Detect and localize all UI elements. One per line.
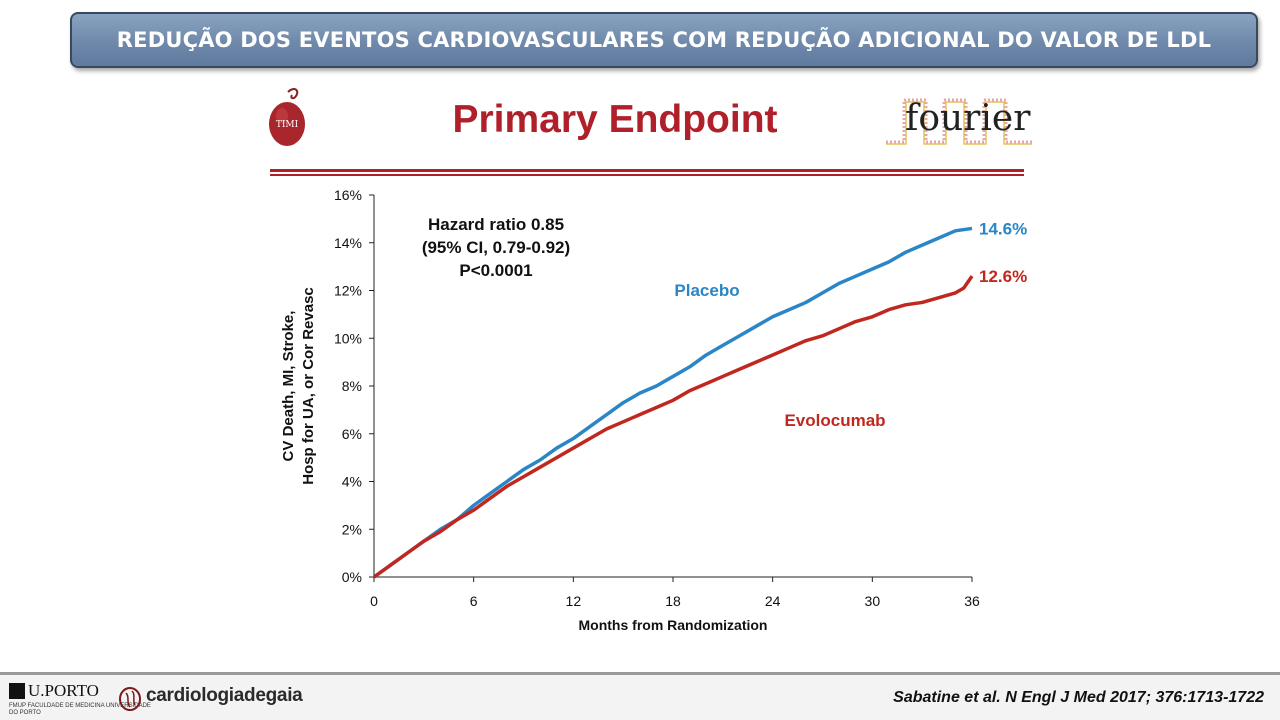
y-tick-label: 4%	[342, 474, 362, 490]
series-label-placebo: Placebo	[674, 281, 739, 300]
uporto-logo-text: U.PORTO	[28, 681, 99, 700]
timi-logo-text: TIMI	[276, 120, 299, 130]
x-tick-label: 36	[964, 593, 980, 609]
faculty-label: FMUP FACULDADE DE MEDICINA UNIVERSIDADE …	[9, 703, 151, 716]
y-tick-label: 10%	[334, 330, 362, 346]
series-end-label-placebo: 14.6%	[979, 219, 1027, 238]
title-banner: REDUÇÃO DOS EVENTOS CARDIOVASCULARES COM…	[70, 12, 1258, 68]
hazard-ratio-annotation: (95% CI, 0.79-0.92)	[422, 238, 570, 257]
x-axis-label: Months from Randomization	[579, 617, 768, 633]
y-tick-label: 6%	[342, 426, 362, 442]
hazard-ratio-annotation: Hazard ratio 0.85	[428, 215, 564, 234]
citation: Sabatine et al. N Engl J Med 2017; 376:1…	[893, 689, 1264, 706]
title-rule-thin	[270, 174, 1024, 176]
slide-title: Primary Endpoint	[452, 98, 778, 141]
y-axis-label: CV Death, MI, Stroke,	[280, 311, 297, 462]
y-tick-label: 8%	[342, 378, 362, 394]
y-tick-label: 14%	[334, 235, 362, 251]
brand-name: cardiologiadegaia	[146, 685, 303, 707]
heart-icon	[119, 687, 141, 711]
y-tick-label: 16%	[334, 187, 362, 203]
x-tick-label: 6	[470, 593, 478, 609]
primary-endpoint-chart: 0% 2% 4% 6% 8% 10% 12% 14% 16% 0 6 12 18 24 30 36 Months…	[280, 187, 1027, 633]
series-line-placebo	[372, 226, 973, 579]
series-end-label-evolocumab: 12.6%	[979, 267, 1027, 286]
title-rule	[270, 169, 1024, 172]
y-tick-label: 2%	[342, 521, 362, 537]
x-tick-label: 24	[765, 593, 781, 609]
series-line-evolocumab	[372, 275, 974, 579]
x-tick-label: 12	[566, 593, 582, 609]
hazard-ratio-annotation: P<0.0001	[459, 261, 532, 280]
y-axis-label: Hosp for UA, or Cor Revasc	[300, 287, 317, 485]
series-label-evolocumab: Evolocumab	[784, 411, 885, 430]
y-tick-label: 12%	[334, 283, 362, 299]
footer-bar: U.PORTO FMUP FACULDADE DE MEDICINA UNIVE…	[0, 672, 1280, 720]
timi-logo: TIMI	[269, 88, 305, 146]
brand-name-text: cardiologiadegaia	[146, 685, 303, 706]
x-tick-label: 18	[665, 593, 681, 609]
banner-title: REDUÇÃO DOS EVENTOS CARDIOVASCULARES COM…	[116, 28, 1212, 52]
uporto-logo-mark	[9, 683, 25, 699]
x-tick-label: 0	[370, 593, 378, 609]
fourier-logo-text: fourier	[905, 98, 1031, 139]
x-tick-label: 30	[865, 593, 881, 609]
y-tick-label: 0%	[342, 569, 362, 585]
fourier-logo-wave	[886, 98, 1032, 145]
